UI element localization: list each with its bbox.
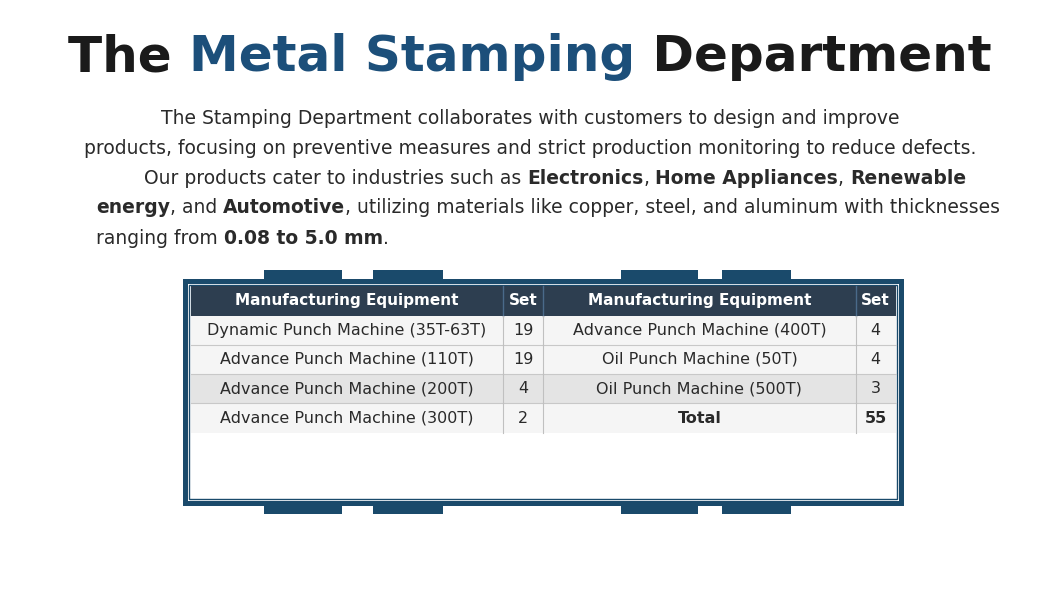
Text: The Stamping Department collaborates with customers to design and improve: The Stamping Department collaborates wit… (161, 108, 899, 128)
Text: products, focusing on preventive measures and strict production monitoring to re: products, focusing on preventive measure… (84, 138, 976, 157)
Bar (621, 502, 699, 514)
Text: Department: Department (635, 33, 992, 81)
Text: Advance Punch Machine (300T): Advance Punch Machine (300T) (220, 411, 474, 426)
Text: Dynamic Punch Machine (35T-63T): Dynamic Punch Machine (35T-63T) (207, 323, 487, 338)
Text: ,: , (643, 169, 655, 188)
Text: Manufacturing Equipment: Manufacturing Equipment (587, 293, 811, 309)
Bar (186, 281, 901, 502)
Text: ,: , (838, 169, 850, 188)
Bar (191, 316, 896, 345)
Bar (373, 502, 442, 514)
Text: ranging from: ranging from (96, 228, 224, 247)
Text: Oil Punch Machine (500T): Oil Punch Machine (500T) (597, 381, 802, 396)
Text: Advance Punch Machine (400T): Advance Punch Machine (400T) (572, 323, 826, 338)
Text: 4: 4 (518, 381, 528, 396)
Text: 0.08 to 5.0 mm: 0.08 to 5.0 mm (224, 228, 383, 247)
Text: Our products cater to industries such as: Our products cater to industries such as (96, 169, 527, 188)
Text: 19: 19 (513, 323, 533, 338)
Bar (722, 502, 791, 514)
Text: Home Appliances: Home Appliances (655, 169, 838, 188)
Text: 2: 2 (518, 411, 528, 426)
Text: .: . (383, 228, 389, 247)
Text: 55: 55 (865, 411, 887, 426)
Text: 3: 3 (870, 381, 881, 396)
Bar (191, 345, 896, 374)
Text: Electronics: Electronics (527, 169, 643, 188)
Bar (191, 403, 896, 433)
Bar (191, 286, 896, 316)
Text: 4: 4 (870, 323, 881, 338)
Bar (186, 281, 901, 502)
Text: Set: Set (862, 293, 890, 309)
Text: Metal Stamping: Metal Stamping (189, 33, 635, 81)
Bar (373, 270, 442, 281)
Text: Automotive: Automotive (224, 198, 346, 218)
Text: Oil Punch Machine (50T): Oil Punch Machine (50T) (601, 352, 797, 367)
Text: The: The (68, 33, 189, 81)
Bar (191, 374, 896, 403)
Bar (722, 270, 791, 281)
Text: , utilizing materials like copper, steel, and aluminum with thicknesses: , utilizing materials like copper, steel… (346, 198, 1001, 218)
Text: , and: , and (170, 198, 224, 218)
Text: Manufacturing Equipment: Manufacturing Equipment (235, 293, 459, 309)
Text: Advance Punch Machine (200T): Advance Punch Machine (200T) (220, 381, 474, 396)
Text: Set: Set (509, 293, 537, 309)
Text: 4: 4 (870, 352, 881, 367)
Text: 19: 19 (513, 352, 533, 367)
Bar (264, 502, 341, 514)
Text: Renewable: Renewable (850, 169, 967, 188)
Bar (189, 285, 898, 499)
Bar (264, 270, 341, 281)
Bar (621, 270, 699, 281)
Text: Advance Punch Machine (110T): Advance Punch Machine (110T) (219, 352, 474, 367)
Text: energy: energy (96, 198, 170, 218)
Text: Total: Total (677, 411, 722, 426)
